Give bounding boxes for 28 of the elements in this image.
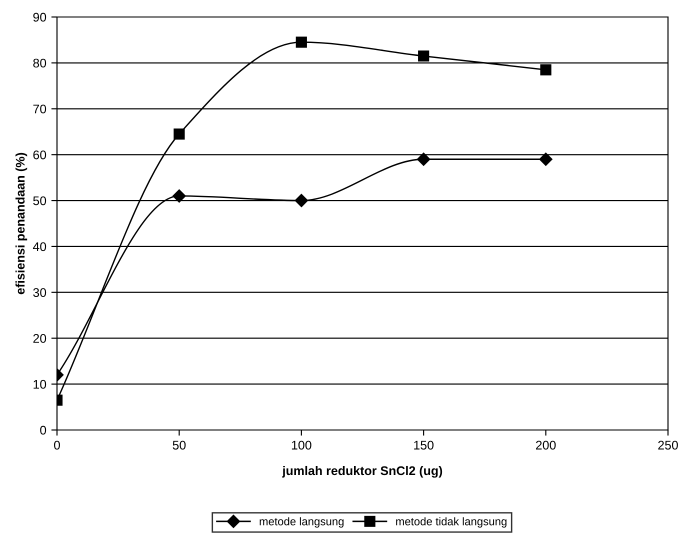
y-tick-label: 90: [33, 12, 46, 22]
x-tick-label: 250: [658, 440, 678, 450]
y-tick-label: 80: [33, 58, 46, 68]
point: [540, 64, 552, 76]
y-tick-label: 60: [33, 150, 46, 160]
x-tick-label: 100: [292, 440, 312, 450]
point: [417, 152, 430, 166]
legend-label: metode tidak langsung: [396, 517, 506, 528]
y-tick-label: 10: [34, 380, 46, 389]
x-tick-label: 150: [414, 440, 434, 450]
x-tick-label: 0: [54, 440, 60, 450]
point: [174, 128, 185, 140]
x-tick-label: 50: [172, 440, 186, 450]
x-axis-title: jumlah reduktor SnCl2 (ug): [282, 466, 442, 478]
y-tick-label: 20: [33, 334, 46, 343]
y-tick-label: 40: [32, 242, 46, 252]
y-tick-label: 30: [33, 288, 46, 297]
y-tick-label: 50: [33, 196, 46, 206]
x-tick-label: 200: [536, 440, 556, 450]
point: [296, 36, 307, 48]
point: [418, 50, 430, 62]
legend-label: metode langsung: [260, 517, 344, 528]
point: [539, 152, 552, 166]
y-axis-title: efisiensi penandaan (%): [15, 152, 28, 294]
y-tick-label: 0: [40, 426, 46, 435]
point: [294, 194, 308, 208]
y-tick-label: 70: [33, 104, 46, 114]
point: [172, 189, 186, 203]
